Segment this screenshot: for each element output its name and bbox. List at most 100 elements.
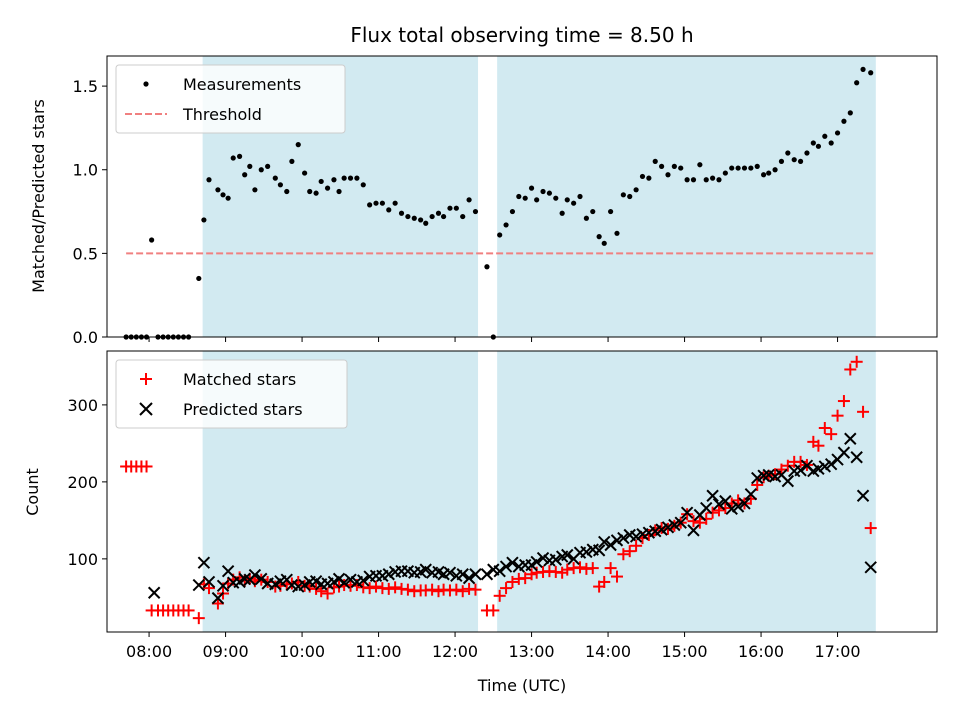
measurement-point	[703, 177, 709, 183]
measurement-point	[423, 220, 429, 226]
predicted-stars-point	[837, 446, 851, 459]
measurement-point	[196, 275, 202, 282]
matched-stars-point	[794, 455, 807, 468]
matched-stars-point	[500, 582, 513, 595]
matched-stars-point	[623, 545, 636, 558]
y-tick-label-300: 300	[67, 396, 98, 415]
measurement-point	[460, 213, 466, 220]
measurement-point	[509, 208, 516, 215]
measurement-point	[411, 215, 417, 221]
predicted-stars-point	[357, 574, 370, 587]
predicted-stars-point	[462, 571, 476, 585]
predicted-stars-point	[757, 469, 770, 482]
matched-stars-point	[426, 583, 439, 596]
measurement-point	[822, 133, 828, 139]
matched-stars-point	[706, 506, 719, 519]
x-tick-label-08:00: 08:00	[126, 642, 172, 661]
measurement-point	[761, 172, 767, 178]
measurement-point	[318, 178, 324, 185]
bottom-y-ticks: 100 200 300	[67, 396, 107, 569]
bottom-marks	[120, 355, 877, 625]
predicted-stars-point	[864, 561, 877, 574]
measurement-point	[659, 163, 665, 169]
measurement-point	[810, 140, 816, 146]
x-axis-label: Time (UTC)	[477, 676, 566, 695]
measurement-point	[149, 237, 155, 243]
predicted-stars-point	[216, 579, 230, 593]
matched-stars-point	[712, 504, 725, 517]
legend-label-predicted-stars: Predicted stars	[183, 400, 303, 419]
measurement-point	[453, 205, 459, 211]
matched-stars-point	[681, 508, 694, 521]
measurement-point	[386, 207, 392, 213]
measurement-point	[620, 192, 626, 198]
matched-stars-point	[140, 460, 153, 473]
measurement-point	[553, 195, 559, 201]
measurement-point	[690, 177, 697, 183]
matched-stars-point	[818, 421, 831, 434]
matched-stars-point	[401, 583, 414, 596]
measurement-point	[295, 142, 301, 148]
matched-stars-point	[519, 572, 532, 585]
measurement-point	[354, 175, 360, 181]
predicted-stars-point	[744, 487, 758, 501]
matched-stars-point	[382, 582, 395, 595]
measurement-point	[367, 202, 373, 208]
matched-stars-point	[506, 575, 519, 588]
measurement-point	[331, 177, 337, 183]
bottom-panel: 100 200 300 08:00 09:00 10:00 11:00 12:00 13:00…	[23, 350, 938, 695]
matched-stars-point	[769, 468, 782, 481]
measurement-point	[277, 182, 283, 188]
y-tick-label-1.0: 1.0	[73, 161, 98, 180]
measurement-point	[236, 153, 243, 159]
measurement-point	[373, 200, 379, 206]
bottom-x-ticks: 08:00 09:00 10:00 11:00 12:00 13:00 14:00 15:00…	[126, 632, 861, 661]
matched-stars-point	[850, 355, 863, 368]
measurement-point	[590, 208, 596, 215]
matched-stars-point	[610, 570, 623, 583]
top-y-ticks: 0.0 0.5 1.0 1.5	[73, 77, 107, 347]
measurement-point	[307, 188, 313, 195]
predicted-stars-point	[680, 506, 694, 519]
measurement-point	[440, 213, 447, 220]
matched-stars-point	[202, 582, 215, 595]
measurement-point	[429, 213, 435, 220]
measurement-point	[828, 140, 834, 146]
measurement-point	[577, 193, 583, 200]
predicted-stars-point	[731, 500, 745, 513]
measurement-point	[258, 167, 264, 173]
predicted-stars-point	[506, 556, 519, 569]
matched-stars-point	[693, 516, 706, 529]
matched-stars-point	[574, 561, 587, 574]
y-tick-label-1.5: 1.5	[73, 77, 98, 96]
predicted-stars-point	[469, 568, 482, 581]
chart-title: Flux total observing time = 8.50 h	[350, 23, 693, 47]
measurement-point	[466, 197, 472, 203]
measurement-point	[225, 195, 231, 201]
measurement-point	[665, 172, 671, 178]
measurement-point	[697, 162, 703, 168]
matched-stars-point	[493, 589, 506, 602]
predicted-stars-point	[197, 556, 211, 569]
measurement-point	[324, 185, 331, 191]
measurement-point	[778, 158, 785, 164]
measurement-point	[418, 217, 424, 223]
matched-stars-point	[525, 568, 538, 581]
legend-label-threshold: Threshold	[182, 105, 262, 124]
matched-stars-point	[781, 459, 794, 472]
measurement-point	[652, 158, 658, 164]
measurement-point	[741, 165, 748, 171]
predicted-stars-point	[700, 501, 713, 515]
predicted-stars-point	[337, 576, 351, 589]
x-tick-label-10:00: 10:00	[279, 642, 325, 661]
predicted-stars-point	[499, 560, 513, 573]
predicted-stars-point	[419, 563, 432, 576]
predicted-stars-point	[674, 516, 687, 529]
predicted-stars-point	[480, 568, 494, 581]
measurement-point	[791, 157, 797, 163]
predicted-stars-point	[850, 451, 863, 464]
matched-stars-point	[700, 512, 713, 525]
matched-stars-point	[661, 522, 674, 535]
bottom-legend-box	[115, 359, 348, 429]
